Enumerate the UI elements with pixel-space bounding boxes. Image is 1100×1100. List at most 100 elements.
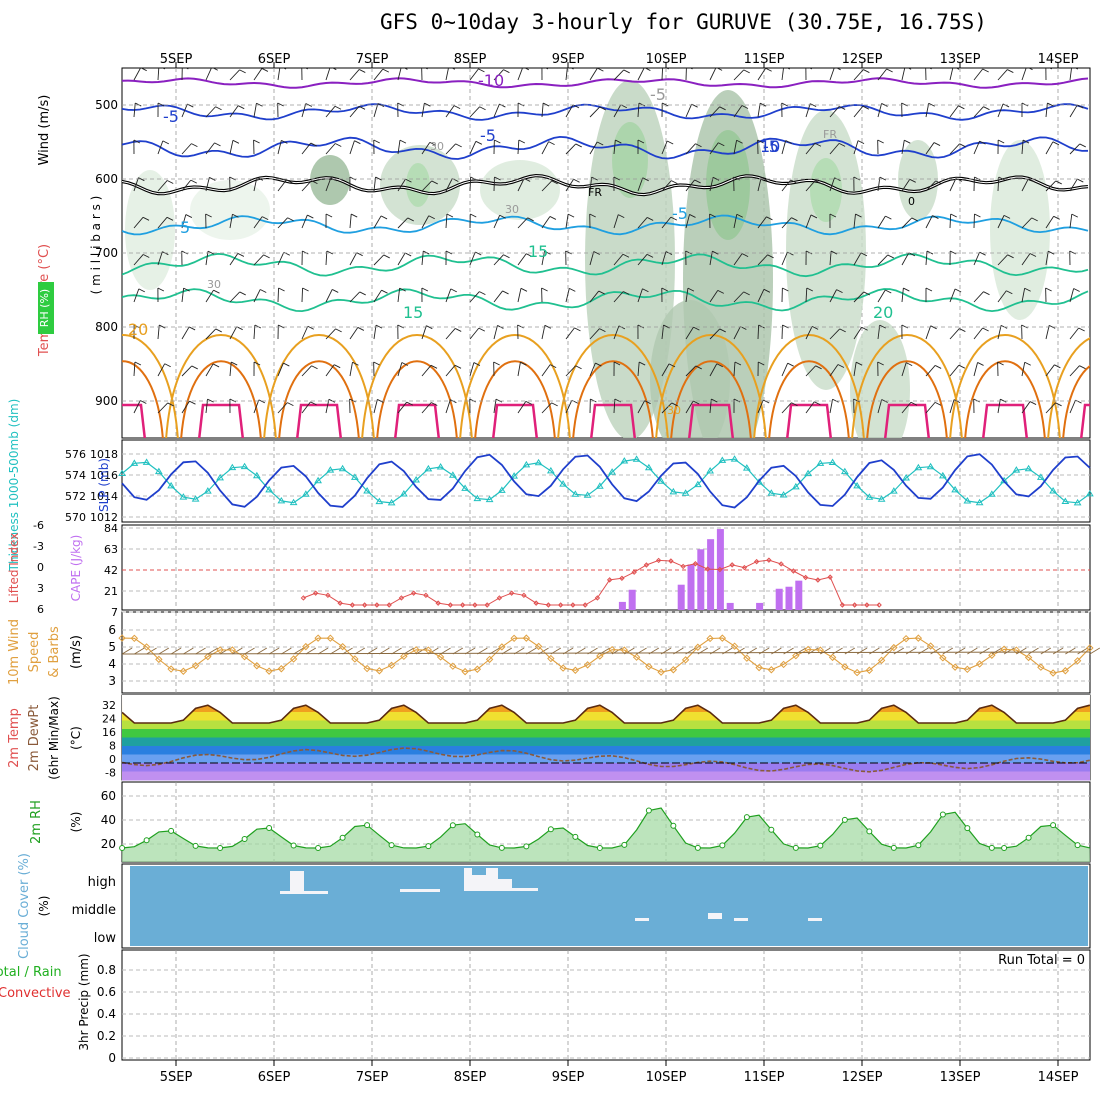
- slp-tick-label: 1014: [90, 490, 118, 503]
- wind-barb: [301, 326, 309, 340]
- wind-barb-feather: [638, 361, 646, 366]
- wind-barb-10m: [942, 647, 954, 655]
- wind-barb: [637, 68, 645, 81]
- wind-barb-feather: [260, 289, 267, 293]
- wind-barb: [157, 402, 169, 414]
- li-marker: [410, 590, 417, 596]
- wind-barb: [829, 106, 840, 118]
- cloud-level-label: middle: [72, 903, 116, 918]
- wind-barb-feather: [758, 361, 765, 366]
- wind-barb: [1021, 140, 1024, 155]
- wind-barb: [901, 140, 905, 155]
- wind-barb-feather: [382, 68, 390, 73]
- wind-barb-feather: [548, 141, 555, 146]
- wind-barb-feather: [541, 287, 548, 292]
- cape-bar: [618, 601, 626, 610]
- wind-barb: [877, 325, 881, 340]
- isotherm-label: 5: [180, 218, 190, 237]
- wind-barb: [301, 180, 312, 192]
- isotherm-line: [122, 252, 1089, 278]
- wind-barb-feather: [1029, 401, 1037, 405]
- wind-barb: [517, 178, 525, 192]
- wind-barb-feather: [733, 398, 741, 403]
- wind-barb-feather: [349, 176, 357, 181]
- wind-barb-feather: [256, 176, 264, 181]
- wind-barb-feather: [665, 68, 669, 70]
- wind-barb: [637, 177, 644, 192]
- isotherm-20-arch: [557, 334, 669, 438]
- wind-barb-feather: [646, 217, 654, 221]
- wind-barb: [349, 362, 353, 377]
- wind-barb: [445, 288, 452, 303]
- thickness-marker: [791, 482, 800, 490]
- wind-barb-feather: [782, 324, 789, 329]
- wind-barb: [973, 251, 981, 266]
- temp-color-band: [122, 712, 1090, 721]
- li-marker: [839, 602, 846, 608]
- li-marker: [851, 602, 858, 608]
- wind-barb: [877, 103, 883, 118]
- wind-barb-feather: [397, 102, 404, 107]
- wind-barb-feather: [1079, 143, 1086, 148]
- wind-barb: [397, 288, 401, 303]
- wind-barb: [157, 68, 160, 81]
- wind-barb-feather: [805, 250, 813, 255]
- wind-barb-feather: [134, 361, 142, 366]
- wind-barb-feather: [572, 104, 580, 109]
- li-marker: [864, 602, 870, 608]
- wind-barb-feather: [853, 176, 860, 181]
- wind-barb: [133, 68, 142, 81]
- wind-barb-feather: [358, 105, 366, 110]
- rh-marker: [523, 843, 530, 850]
- wind-barb-feather: [837, 364, 845, 368]
- wind-barb: [541, 325, 546, 340]
- wind-barb: [493, 399, 497, 414]
- wind-barb-feather: [763, 288, 771, 293]
- wind-barb: [397, 362, 403, 377]
- wind-barb-feather: [901, 324, 909, 329]
- wind-barb: [781, 68, 784, 81]
- wind-barb-feather: [974, 213, 981, 218]
- top-date-label: 13SEP: [940, 52, 981, 67]
- wind-barb-feather: [590, 398, 597, 403]
- wind-barb-feather: [623, 291, 630, 295]
- temp-color-band: [122, 746, 1090, 755]
- wind-barb-feather: [614, 398, 622, 403]
- wind-barb-feather: [494, 176, 501, 181]
- wind-barb-feather: [814, 401, 821, 406]
- wind-barb-feather: [282, 68, 287, 70]
- precip-tick-label: 0.2: [97, 1029, 116, 1043]
- bottom-date-label: 10SEP: [646, 1070, 687, 1085]
- wind-barb: [853, 105, 864, 118]
- wind-barb-feather: [830, 250, 838, 255]
- wind-barb: [661, 402, 673, 414]
- bottom-date-label: 7SEP: [356, 1070, 389, 1085]
- wind-barb: [493, 254, 504, 266]
- wind-barb-feather: [718, 142, 725, 147]
- wind-barb-feather: [950, 250, 957, 255]
- rh-shading: [380, 145, 460, 225]
- wind-barb-feather: [983, 106, 990, 111]
- wind-barb-feather: [311, 180, 318, 185]
- wind-barb: [397, 140, 401, 155]
- slp-line: [121, 453, 1091, 509]
- wind-barb: [781, 363, 789, 377]
- wind-barb-feather: [140, 68, 147, 72]
- wind-barb: [421, 142, 431, 155]
- thickness-marker: [963, 496, 972, 504]
- temp-tick-label: 8: [109, 740, 116, 753]
- wind-barb-feather: [157, 287, 165, 292]
- wind-barb: [445, 178, 453, 192]
- wind-barb-feather: [356, 252, 363, 257]
- wind-barb: [589, 106, 601, 118]
- wind-barb-feather: [615, 139, 622, 144]
- wind-barb: [349, 252, 358, 266]
- top-date-label: 12SEP: [842, 52, 883, 67]
- wind-barb-feather: [239, 69, 246, 74]
- wind-barb: [1021, 362, 1026, 377]
- cape-tick-label: 7: [111, 606, 118, 619]
- wind-barb-feather: [809, 103, 817, 108]
- wind-barb-feather: [239, 291, 246, 296]
- wind-barb: [277, 362, 284, 377]
- wind-barb-feather: [399, 139, 407, 144]
